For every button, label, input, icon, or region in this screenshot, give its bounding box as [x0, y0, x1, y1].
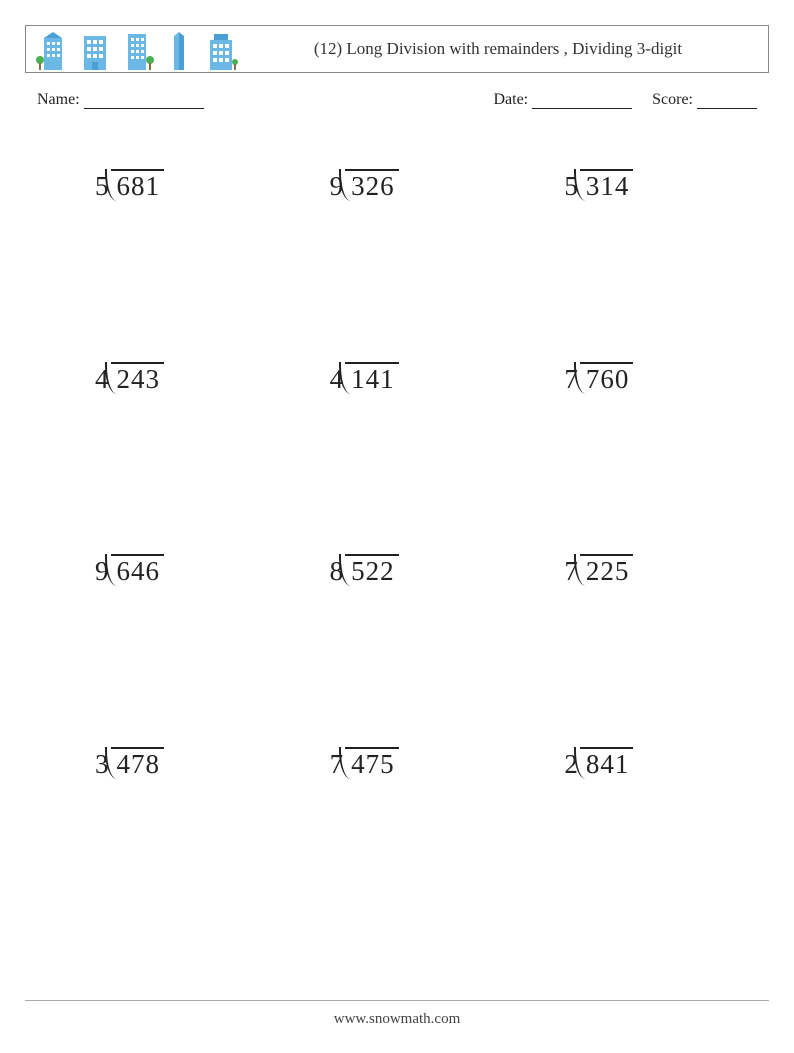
- footer-url: www.snowmath.com: [334, 1011, 461, 1027]
- dividend: 841: [580, 747, 634, 780]
- problem-12: 2841: [514, 727, 749, 920]
- dividend: 681: [111, 169, 165, 202]
- problem-6: 7760: [514, 342, 749, 535]
- score-blank[interactable]: [697, 91, 757, 109]
- dividend: 314: [580, 169, 634, 202]
- dividend: 522: [345, 554, 399, 587]
- name-label: Name:: [37, 91, 80, 108]
- footer: www.snowmath.com: [0, 1000, 794, 1028]
- dividend: 475: [345, 747, 399, 780]
- building-icon-1: [36, 30, 70, 72]
- building-icon-2: [78, 30, 112, 72]
- problem-1: 5681: [45, 149, 280, 342]
- worksheet-title: (12) Long Division with remainders , Div…: [238, 39, 768, 59]
- problem-5: 4141: [280, 342, 515, 535]
- problem-10: 3478: [45, 727, 280, 920]
- problem-8: 8522: [280, 534, 515, 727]
- dividend: 760: [580, 362, 634, 395]
- dividend: 478: [111, 747, 165, 780]
- header-box: (12) Long Division with remainders , Div…: [25, 25, 769, 73]
- problem-9: 7225: [514, 534, 749, 727]
- problems-grid: 5681 9326 5314 4243 4141 7760 9646 8522 …: [45, 149, 749, 919]
- building-icon-3: [120, 30, 154, 72]
- name-blank[interactable]: [84, 91, 204, 109]
- problem-7: 9646: [45, 534, 280, 727]
- building-icon-4: [162, 30, 196, 72]
- problem-11: 7475: [280, 727, 515, 920]
- building-icon-5: [204, 30, 238, 72]
- building-icons: [26, 26, 238, 72]
- dividend: 646: [111, 554, 165, 587]
- meta-row: Name: Date: Score:: [25, 91, 769, 109]
- date-label: Date:: [493, 91, 528, 108]
- problem-4: 4243: [45, 342, 280, 535]
- dividend: 225: [580, 554, 634, 587]
- dividend: 326: [345, 169, 399, 202]
- score-label: Score:: [652, 91, 693, 108]
- dividend: 243: [111, 362, 165, 395]
- dividend: 141: [345, 362, 399, 395]
- date-blank[interactable]: [532, 91, 632, 109]
- problem-2: 9326: [280, 149, 515, 342]
- problem-3: 5314: [514, 149, 749, 342]
